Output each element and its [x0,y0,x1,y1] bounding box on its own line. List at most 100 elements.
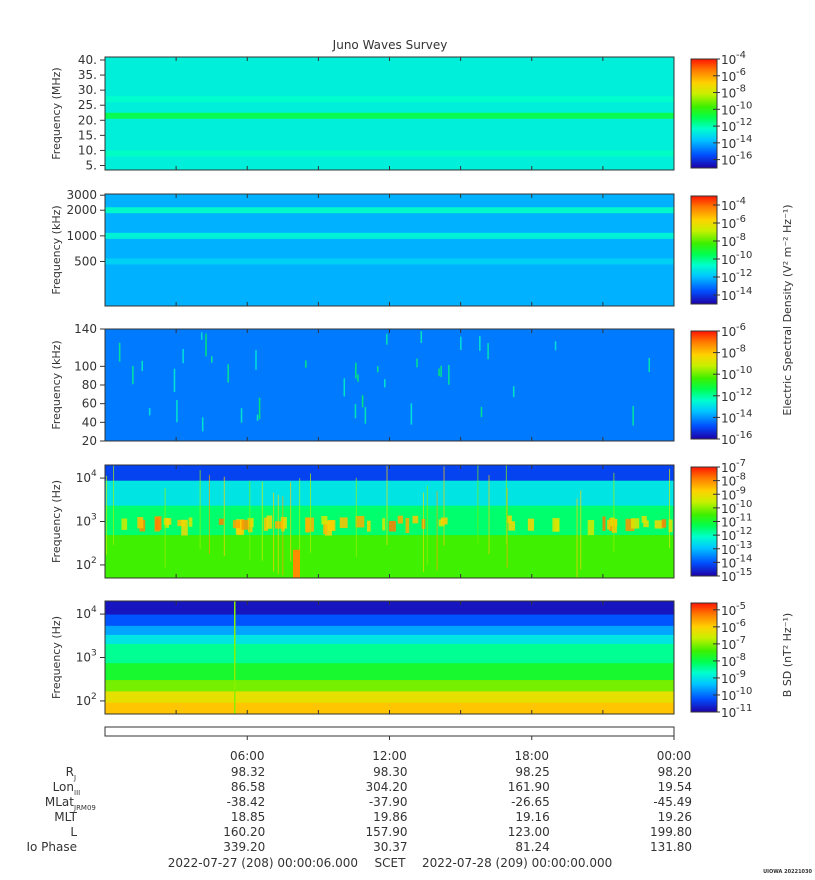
y-tick-label-exponent: 4 [91,469,97,479]
colorbar-tick-base: 10 [721,154,736,168]
time-axis-box [104,726,675,737]
colorbar-tick-exponent: -6 [736,214,746,225]
spectral-layer [105,702,674,715]
spike [422,492,424,572]
burst-streak [648,358,650,373]
spike [386,465,388,546]
broadband-spike [234,601,236,714]
colorbar-tick-exponent: -10 [736,686,752,697]
colorbar-gradient [690,602,718,713]
y-tick-label: 10. [78,143,97,157]
emission-band [105,150,674,157]
colorbar-tick-exponent: -11 [736,513,752,524]
burst-streak [173,368,176,393]
spike [505,465,507,545]
spike [580,490,582,570]
y-tick-label-base: 10 [76,471,91,485]
hiss-patch [339,517,348,528]
spike [576,498,578,578]
ephemeris-value: 339.20 [223,840,265,854]
hiss-patch [641,516,647,523]
hiss-patch [602,516,606,531]
colorbar-tick-exponent: -4 [736,196,746,207]
colorbar-tick-base: 10 [721,433,736,447]
y-tick-label: 20 [82,434,97,448]
y-tick-label-exponent: 2 [91,556,97,566]
hiss-patch [158,516,162,530]
y-tick-label-base: 10 [76,607,91,621]
colorbar-tick-base: 10 [721,488,736,502]
y-tick-label-exponent: 4 [91,605,97,615]
hiss-patch [137,517,144,529]
y-tick-label: 40. [78,53,97,67]
y-tick-label: 5. [86,158,97,172]
hiss-patch [366,520,371,532]
intense-burst [293,549,300,578]
hiss-patch [263,517,269,531]
ephemeris-table: R J 98.32 98.30 98.25 98.20 Lon III 86.58 304.20 1… [26,765,692,854]
spectral-layer [105,680,674,692]
ephemeris-value: 18.85 [231,810,265,824]
hiss-patch [643,520,649,528]
ephemeris-label: Lon [53,780,74,794]
burst-streak [410,403,413,425]
ephemeris-value: -38.42 [227,795,266,809]
spike [282,496,284,576]
burst-streak [227,364,229,383]
colorbar-tick-base: 10 [721,411,736,425]
y-axis-label: Frequency (Hz) [50,616,63,699]
burst-streak [305,360,307,368]
emission-band [105,96,674,103]
burst-streak [201,417,204,432]
ephemeris-label: MLat [45,795,74,809]
hiss-patch [661,519,667,528]
colorbar-tick-exponent: -13 [736,540,752,551]
hiss-patch [552,518,560,532]
colorbar-tick-exponent: -10 [736,100,752,111]
y-tick-label: 60 [82,397,97,411]
spike [106,475,108,555]
hiss-patch [163,518,172,525]
colorbar-tick-base: 10 [721,347,736,361]
hiss-patch [382,518,386,531]
hiss-patch [266,515,273,529]
ephemeris-value: 160.20 [223,825,265,839]
colorbar-tick-base: 10 [721,325,736,339]
time-tick-label: 06:00 [230,749,265,763]
colorbar-tick-exponent: -6 [736,322,746,333]
colorbar-tick-base: 10 [721,502,736,516]
colorbar-tick-exponent: -10 [736,250,752,261]
panel-low-band-khz: 140 100 80 60 40 20 Frequency (kHz) [50,322,675,448]
colorbar-gradient [690,58,718,169]
colorbar-tick-base: 10 [721,87,736,101]
y-tick-label: 100 [74,359,97,373]
y-axis-label: Frequency (kHz) [50,340,63,429]
y-tick-label: 30. [78,83,97,97]
colorbar-tick-base: 10 [721,271,736,285]
y-tick-label: 15. [78,128,97,142]
colorbar-tick-base: 10 [721,556,736,570]
burst-streak [141,360,143,372]
burst-streak [512,386,515,398]
colorbar-tick-exponent: -7 [736,458,746,469]
colorbar-tick-base: 10 [721,570,736,584]
colorbar-tick-base: 10 [721,253,736,267]
colorbar-tick-base: 10 [721,638,736,652]
ephemeris-value: 98.30 [373,765,407,779]
colorbar-tick-base: 10 [721,390,736,404]
colorbar-tick-exponent: -14 [736,286,752,297]
spike [113,465,115,545]
colorbar-tick-exponent: -8 [736,652,746,663]
ephemeris-value: -37.90 [369,795,408,809]
burst-streak [479,335,481,351]
burst-streak [386,333,388,345]
colorbar-tick-exponent: -14 [736,553,752,564]
colorbar-tick-base: 10 [721,706,736,720]
hiss-patch [323,520,328,535]
y-tick-label: 35. [78,68,97,82]
